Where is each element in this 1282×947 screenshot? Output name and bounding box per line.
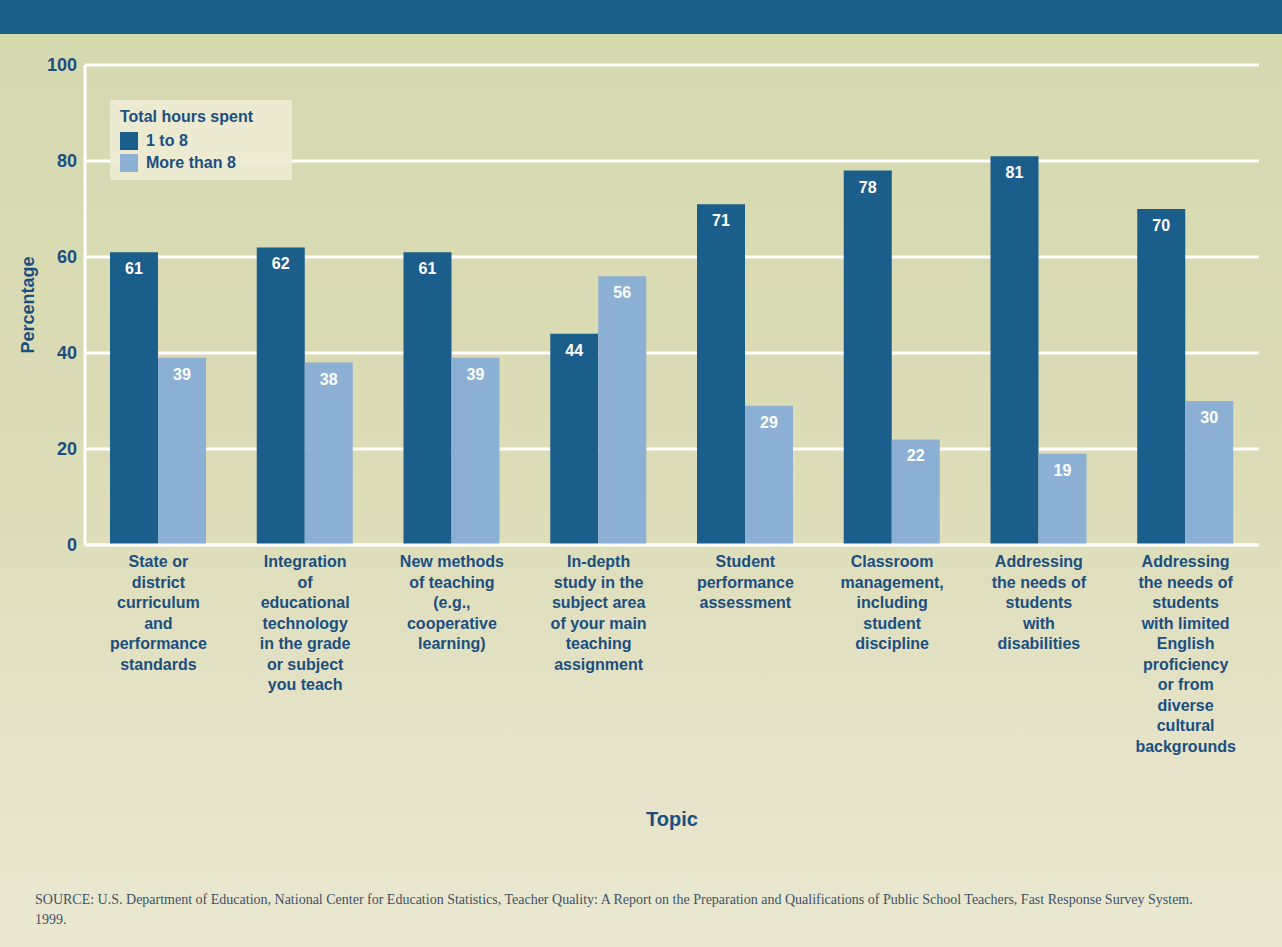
- svg-text:78: 78: [859, 179, 877, 196]
- svg-text:0: 0: [67, 535, 77, 555]
- svg-text:29: 29: [760, 414, 778, 431]
- svg-text:40: 40: [57, 343, 77, 363]
- svg-text:61: 61: [125, 260, 143, 277]
- svg-text:30: 30: [1200, 409, 1218, 426]
- svg-text:62: 62: [272, 255, 290, 272]
- svg-text:44: 44: [565, 342, 583, 359]
- html-text:Total hours spent: Total hours spent: [120, 108, 253, 125]
- svg-text:61: 61: [419, 260, 437, 277]
- html-text:More than 8: More than 8: [146, 154, 236, 171]
- html-text:Topic: Topic: [646, 808, 698, 830]
- svg-text:38: 38: [320, 371, 338, 388]
- svg-text:In-depthstudy in thesubject ar: In-depthstudy in thesubject areaof your …: [551, 553, 647, 673]
- svg-text:71: 71: [712, 212, 730, 229]
- svg-text:60: 60: [57, 247, 77, 267]
- svg-text:19: 19: [1054, 462, 1072, 479]
- svg-text:70: 70: [1152, 217, 1170, 234]
- svg-text:Addressingthe needs ofstudents: Addressingthe needs ofstudentswith limit…: [1135, 553, 1236, 755]
- svg-text:56: 56: [613, 284, 631, 301]
- svg-text:22: 22: [907, 447, 925, 464]
- svg-text:Classroommanagement,includings: Classroommanagement,includingstudentdisc…: [841, 553, 944, 652]
- svg-text:20: 20: [57, 439, 77, 459]
- svg-text:Addressingthe needs ofstudents: Addressingthe needs ofstudentswithdisabi…: [992, 553, 1087, 652]
- svg-text:80: 80: [57, 151, 77, 171]
- svg-text:39: 39: [467, 366, 485, 383]
- svg-text:81: 81: [1006, 164, 1024, 181]
- svg-text:State ordistrictcurriculumandp: State ordistrictcurriculumandperformance…: [110, 553, 207, 673]
- svg-text:100: 100: [47, 55, 77, 75]
- svg-text:39: 39: [173, 366, 191, 383]
- html-text:1 to 8: 1 to 8: [146, 132, 188, 149]
- svg-text:Studentperformanceassessment: Studentperformanceassessment: [697, 553, 794, 611]
- html-text:SOURCE: U.S. Department of Edu: SOURCE: U.S. Department of Education, Na…: [35, 892, 1193, 927]
- svg-text:New methodsof teaching(e.g.,co: New methodsof teaching(e.g.,cooperativel…: [400, 553, 504, 652]
- svg-text:Integrationofeducationaltechno: Integrationofeducationaltechnologyin the…: [260, 553, 351, 693]
- svg-text:Percentage: Percentage: [18, 256, 38, 353]
